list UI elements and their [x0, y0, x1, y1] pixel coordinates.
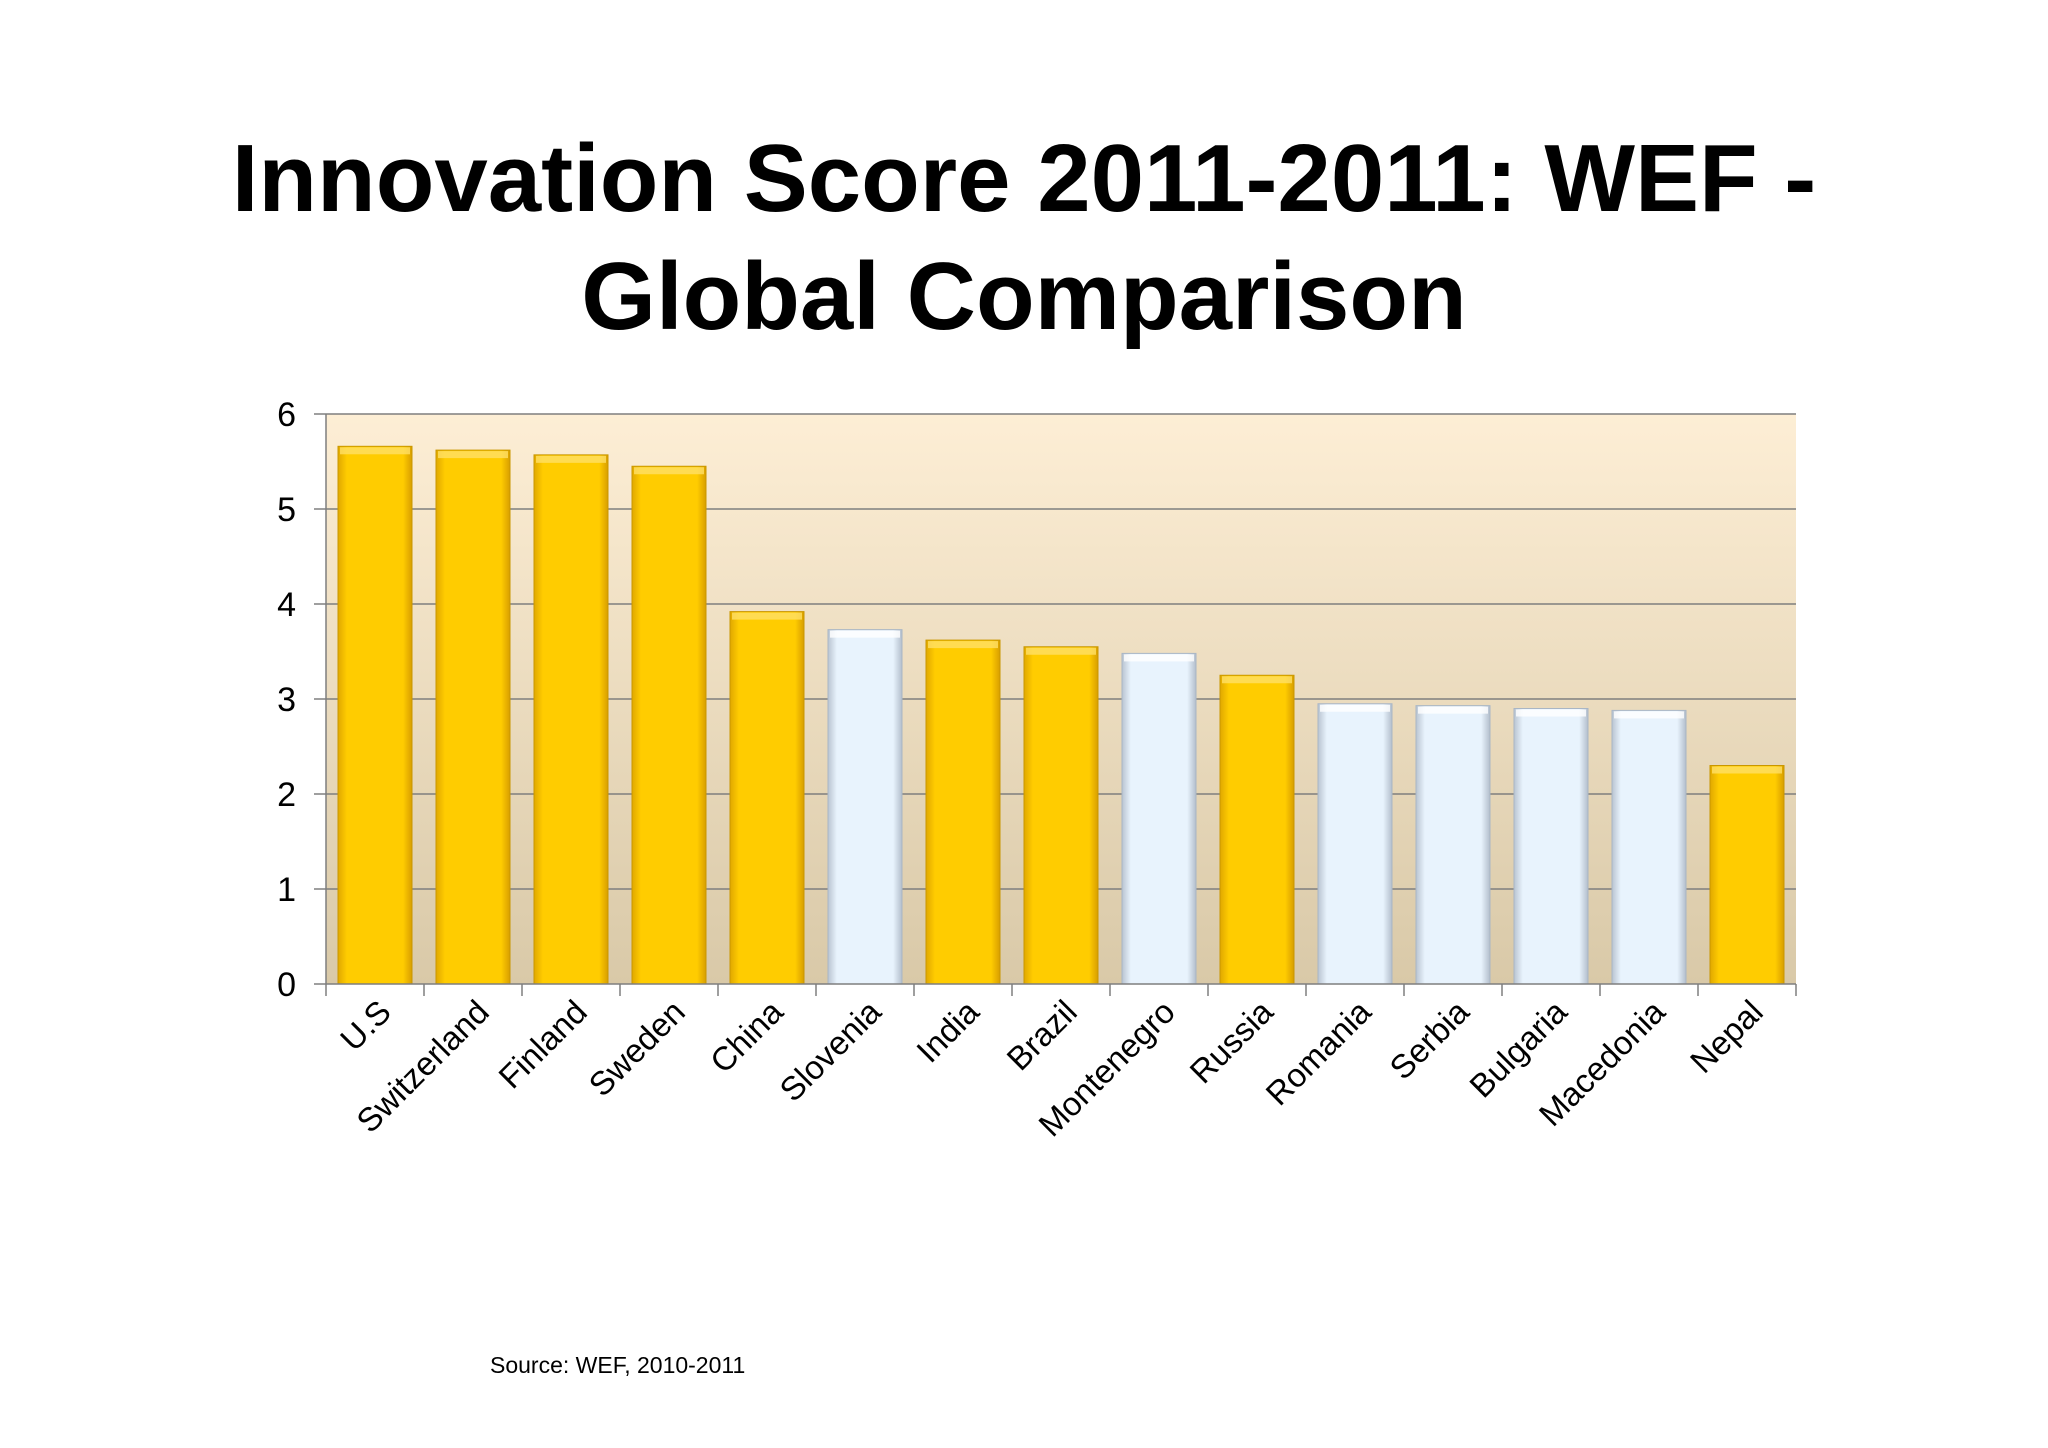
bar-bulgaria: [1513, 708, 1589, 985]
chart-title-line-1: Innovation Score 2011-2011: WEF -: [231, 125, 1817, 232]
y-tick-label: 2: [277, 776, 296, 814]
x-tick-label: China: [703, 992, 791, 1080]
y-tick-label: 3: [277, 681, 296, 719]
source-note: Source: WEF, 2010-2011: [490, 1352, 746, 1378]
bar-sweden: [631, 465, 707, 985]
x-tick-label: Russia: [1182, 992, 1280, 1090]
bar-highlight: [928, 641, 998, 649]
bar-highlight: [1614, 711, 1684, 719]
bar-switzerland: [435, 449, 511, 985]
chart-title-line-2: Global Comparison: [581, 243, 1467, 350]
y-tick-label: 6: [277, 396, 296, 434]
bar-u-s: [337, 445, 413, 985]
axes: [325, 414, 1797, 996]
x-tick-label: Sweden: [581, 993, 691, 1103]
x-tick-label: Serbia: [1382, 992, 1476, 1086]
bar-highlight: [1712, 766, 1782, 774]
bar-highlight: [1026, 647, 1096, 655]
x-tick-label: Finland: [491, 993, 594, 1096]
bar-india: [925, 639, 1001, 985]
chart-title: Innovation Score 2011-2011: WEF - Global…: [124, 120, 1924, 356]
bar-russia: [1219, 674, 1295, 985]
bar-nepal: [1709, 765, 1785, 985]
bar-highlight: [1222, 676, 1292, 684]
bar-highlight: [536, 455, 606, 463]
bar-highlight: [732, 612, 802, 620]
x-tick-label: India: [909, 992, 986, 1069]
bar-highlight: [438, 451, 508, 459]
bar-romania: [1317, 703, 1393, 985]
bar-finland: [533, 454, 609, 985]
bar-highlight: [634, 467, 704, 475]
y-axis-ticks: 0 1 2 3 4 5 6: [277, 396, 326, 1004]
x-tick-label: U.S: [333, 993, 398, 1058]
bar-highlight: [1418, 706, 1488, 714]
bar-highlight: [1516, 709, 1586, 717]
x-tick-label: Brazil: [999, 993, 1084, 1078]
bar-serbia: [1415, 705, 1491, 985]
bar-highlight: [1124, 654, 1194, 662]
y-tick-label: 0: [277, 966, 296, 1004]
x-tick-label: Romania: [1258, 992, 1378, 1112]
y-tick-label: 5: [277, 491, 296, 529]
y-tick-label: 1: [277, 871, 296, 909]
x-tick-label: Slovenia: [772, 992, 888, 1108]
bar-highlight: [830, 630, 900, 638]
bar-montenegro: [1121, 652, 1197, 985]
bar-macedonia: [1611, 709, 1687, 985]
bars: [337, 445, 1785, 985]
bar-highlight: [1320, 704, 1390, 712]
y-tick-label: 4: [277, 586, 296, 624]
bar-slovenia: [827, 629, 903, 985]
bar-highlight: [340, 447, 410, 455]
bar-brazil: [1023, 646, 1099, 985]
bar-china: [729, 611, 805, 985]
x-tick-label: Nepal: [1683, 993, 1770, 1080]
